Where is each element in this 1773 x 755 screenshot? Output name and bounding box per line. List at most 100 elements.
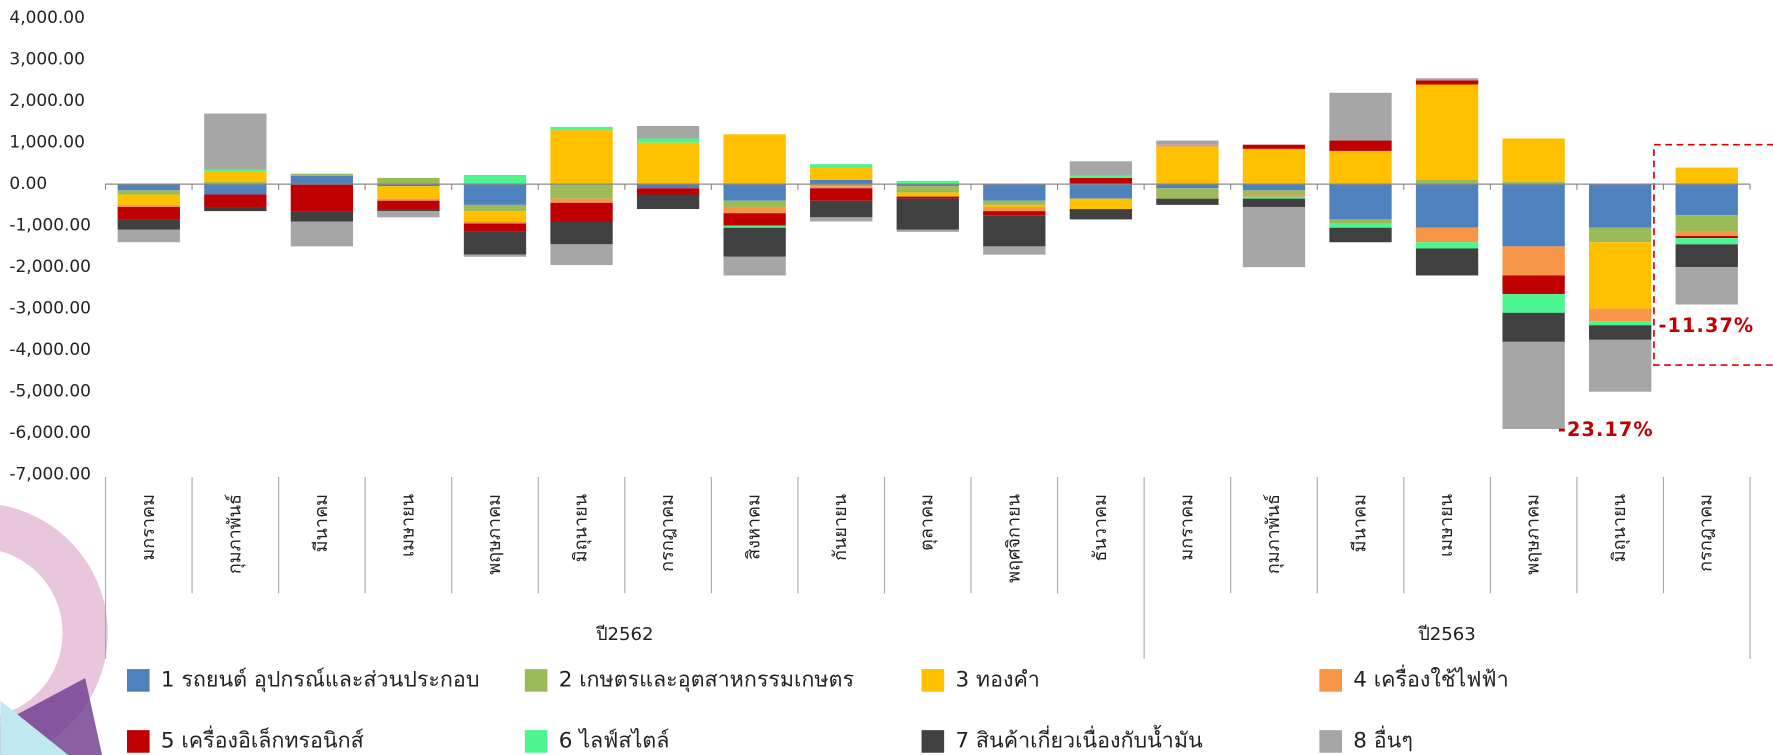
legend-label: 1 รถยนต์ อุปกรณ์และส่วนประกอบ	[161, 667, 480, 692]
bar-segment	[463, 211, 527, 222]
bar-segment	[636, 138, 700, 143]
bar-segment	[1675, 184, 1738, 216]
y-tick-label: -4,000.00	[9, 339, 91, 359]
bar-segment	[550, 184, 613, 199]
legend-label: 4 เครื่องใช้ไฟฟ้า	[1353, 664, 1508, 692]
y-tick-label: 3,000.00	[9, 49, 84, 69]
bar-segment	[117, 229, 180, 243]
x-tick-label: กุมภาพันธ์	[1263, 494, 1284, 574]
x-tick-label: กรกฎาคม	[657, 494, 678, 572]
bar-segment	[636, 126, 700, 139]
bar-segment	[810, 167, 873, 180]
bar-segment	[723, 200, 786, 207]
bar-segment	[204, 184, 267, 195]
bar-segment	[377, 184, 440, 187]
bar-segment	[377, 177, 440, 185]
bar-segment	[290, 184, 354, 212]
bar-segment	[983, 215, 1046, 247]
bar-segment	[117, 194, 180, 205]
bar-segment	[1156, 198, 1219, 205]
bar-segment	[896, 198, 959, 230]
x-tick-label: กรกฎาคม	[1696, 494, 1717, 572]
legend-swatch	[126, 669, 150, 692]
bar-segment	[1675, 215, 1738, 232]
annotation: -23.17%	[1558, 418, 1654, 441]
bar-segment	[1242, 148, 1306, 185]
bar-segment	[1502, 275, 1565, 295]
bar-segment	[1242, 196, 1306, 199]
x-tick-label: สิงหาคม	[744, 494, 765, 560]
bar-segment	[1415, 227, 1479, 243]
bar-segment	[636, 142, 700, 185]
bar-segment	[290, 175, 354, 185]
bar-segment	[290, 221, 354, 247]
bar-segment	[983, 204, 1046, 207]
bar-segment	[1329, 223, 1392, 228]
bar-segment	[1502, 312, 1565, 342]
bar-segment	[896, 196, 959, 199]
bar-segment	[204, 182, 267, 185]
bar-segment	[1502, 341, 1565, 430]
bar-segment	[1589, 227, 1652, 243]
bar-segment	[1329, 227, 1392, 243]
x-tick-label: ตุลาคม	[917, 494, 938, 551]
y-tick-label: 0.00	[9, 173, 47, 193]
bar-segment	[723, 225, 786, 228]
annotation: -11.37%	[1658, 314, 1754, 337]
bar-segment	[983, 206, 1046, 212]
bar-segment	[550, 221, 613, 245]
bar-segment	[723, 134, 786, 185]
bar-segment	[1675, 236, 1738, 239]
bar-segment	[1069, 209, 1133, 220]
bar-segment	[1415, 248, 1479, 276]
legend-swatch	[524, 669, 548, 692]
x-tick-label: กันยายน	[830, 494, 851, 561]
bar-segment	[1242, 144, 1306, 149]
bar-segment	[983, 211, 1046, 216]
bar-segment	[1502, 246, 1565, 276]
bar-segment	[810, 184, 873, 187]
bar-segment	[896, 184, 959, 187]
bar-segment	[1502, 138, 1565, 183]
bar-segment	[1415, 242, 1479, 249]
bar-segment	[1069, 161, 1133, 176]
bar-segment	[1069, 175, 1133, 178]
bar-segment	[723, 184, 786, 201]
bar-segment	[1589, 339, 1652, 392]
y-tick-label: -7,000.00	[9, 464, 91, 484]
bar-segment	[550, 202, 613, 222]
bar-segment	[1156, 144, 1219, 147]
bar-segment	[463, 231, 527, 255]
bar-segment	[463, 204, 527, 212]
bar-segment	[1415, 179, 1479, 185]
bar-segment	[1502, 184, 1565, 247]
bar-segment	[204, 194, 267, 207]
bar-segment	[810, 200, 873, 218]
legend-swatch	[1319, 730, 1342, 753]
y-tick-label: -3,000.00	[9, 298, 91, 318]
legend-label: 3 ทองคำ	[955, 667, 1039, 692]
highlight-box	[1653, 143, 1773, 366]
x-tick-label: กุมภาพันธ์	[224, 494, 245, 574]
bar-segment	[1589, 325, 1652, 340]
bar-segment	[204, 171, 267, 183]
bar-segment	[983, 246, 1046, 255]
bar-segment	[1675, 167, 1738, 185]
legend-swatch	[921, 669, 945, 692]
bar-segment	[463, 223, 527, 232]
bar-segment	[1242, 190, 1306, 195]
bar-segment	[1675, 244, 1738, 268]
bar-segment	[550, 198, 613, 203]
bar-segment	[1242, 194, 1306, 197]
x-tick-label: เมษายน	[1436, 494, 1457, 557]
bar-segment	[1675, 267, 1738, 305]
bar-segment	[810, 186, 873, 189]
bar-segment	[463, 254, 527, 257]
bar-segment	[810, 188, 873, 201]
legend-swatch	[921, 730, 945, 753]
bar-segment	[204, 113, 267, 170]
bar-segment	[723, 256, 786, 276]
bar-segment	[117, 204, 180, 207]
bar-segment	[1415, 78, 1479, 81]
